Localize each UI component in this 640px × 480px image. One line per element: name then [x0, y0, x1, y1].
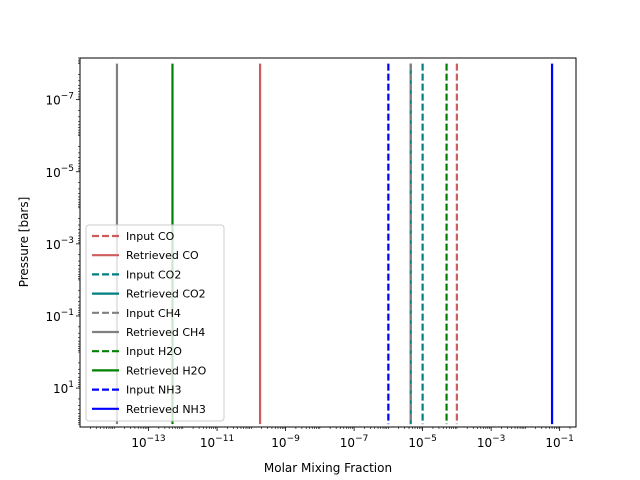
x-tick-label: 10−11: [200, 434, 234, 450]
x-tick-label: 10−5: [408, 434, 437, 450]
legend-entry-label: Retrieved NH3: [126, 403, 206, 416]
legend-entry-label: Input CH4: [126, 307, 181, 320]
y-axis-label: Pressure [bars]: [17, 197, 31, 288]
legend-entry-label: Input H2O: [126, 345, 182, 358]
legend-entry-label: Retrieved CO2: [126, 288, 206, 301]
legend-entry-label: Input CO: [126, 230, 175, 243]
y-tick-label: 10−3: [45, 236, 74, 252]
ticks-layer: 10−13 10−11 10−9 10−7 10−5 10−3 10−1 10−7 10−5 10…: [45, 57, 574, 450]
legend-entry-label: Retrieved CH4: [126, 326, 205, 339]
x-axis-label: Molar Mixing Fraction: [264, 461, 392, 475]
y-tick-label: 10−1: [45, 308, 74, 324]
x-tick-label: 10−9: [271, 434, 300, 450]
legend-box: [85, 224, 225, 422]
x-tick-label: 10−7: [340, 434, 369, 450]
legend-entry-label: Input CO2: [126, 268, 181, 281]
x-tick-label: 10−1: [545, 434, 574, 450]
x-tick-label: 10−13: [131, 434, 165, 450]
plot-frame: [79, 57, 577, 428]
legend-entry-label: Retrieved H2O: [126, 364, 207, 377]
y-tick-label: 10−7: [45, 92, 74, 108]
legend: Input CO Retrieved CO Input CO2 Retrieved C…: [85, 224, 225, 422]
legend-entry-label: Input NH3: [126, 384, 181, 397]
legend-entry-label: Retrieved CO: [126, 249, 199, 262]
y-tick-label: 101: [53, 380, 74, 396]
y-tick-label: 10−5: [45, 164, 74, 180]
x-tick-label: 10−3: [477, 434, 506, 450]
